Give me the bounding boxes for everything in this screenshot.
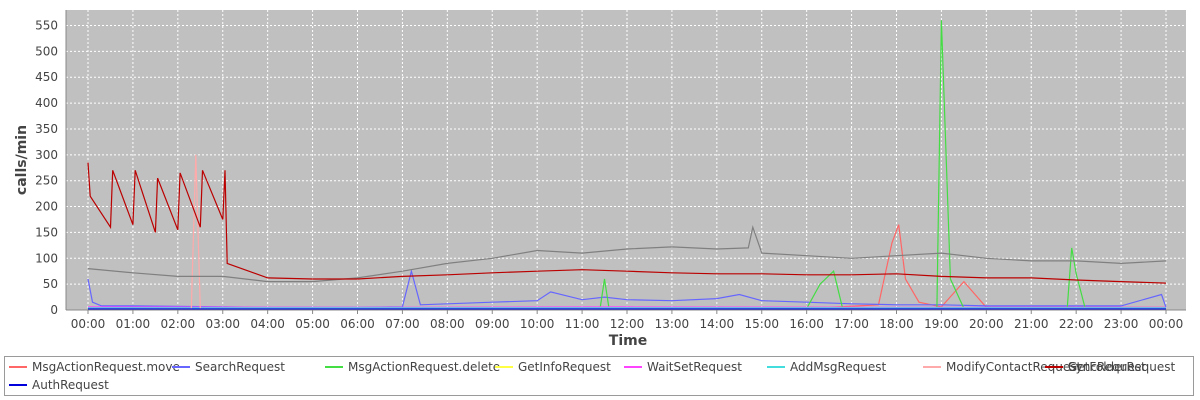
line-chart: 0 50 100 150 200 250 300 350 400 450 500 550 00:00 01… <box>14 10 1186 349</box>
x-tick-label: 16:00 <box>789 317 824 331</box>
x-tick-label: 06:00 <box>340 317 375 331</box>
legend-label: GetFolderRequest <box>1068 360 1176 374</box>
legend-item: GetInfoRequest <box>495 360 611 374</box>
grid-lines <box>66 10 1186 311</box>
legend-label: AddMsgRequest <box>790 360 887 374</box>
y-tick-label: 50 <box>43 277 58 291</box>
x-tick-label: 15:00 <box>744 317 779 331</box>
x-tick-label: 02:00 <box>161 317 196 331</box>
legend-item: AuthRequest <box>9 378 109 392</box>
x-tick-label: 22:00 <box>1059 317 1094 331</box>
x-tick-label: 00:00 <box>1149 317 1184 331</box>
plot-area <box>66 10 1186 310</box>
legend-swatch <box>923 366 941 368</box>
x-tick-label: 01:00 <box>116 317 151 331</box>
y-tick-label: 250 <box>35 174 58 188</box>
x-tick-label: 14:00 <box>700 317 735 331</box>
y-tick-label: 200 <box>35 200 58 214</box>
x-tick-label: 17:00 <box>834 317 869 331</box>
x-tick-label: 13:00 <box>655 317 690 331</box>
y-tick-label: 100 <box>35 251 58 265</box>
legend-swatch <box>1045 366 1063 368</box>
y-tick-label: 300 <box>35 148 58 162</box>
x-axis-title: Time <box>609 333 647 349</box>
x-tick-label: 19:00 <box>924 317 959 331</box>
x-tick-label: 05:00 <box>295 317 330 331</box>
legend-item: ModifyContactRequest <box>923 360 1081 374</box>
x-tick-label: 12:00 <box>610 317 645 331</box>
x-tick-label: 08:00 <box>430 317 465 331</box>
series-line-syncrequest <box>87 162 1167 284</box>
legend-swatch <box>767 366 785 368</box>
legend-item: SearchRequest <box>172 360 285 374</box>
legend-label: GetInfoRequest <box>518 360 611 374</box>
y-axis-title: calls/min <box>14 125 30 195</box>
x-tick-label: 10:00 <box>520 317 555 331</box>
y-tick-label: 350 <box>35 122 58 136</box>
series-lines <box>87 20 1167 310</box>
legend-label: MsgActionRequest.move <box>32 360 180 374</box>
legend-item: AddMsgRequest <box>767 360 886 374</box>
legend-item: MsgActionRequest.move <box>9 360 180 374</box>
legend-item: SyncRequest <box>1045 360 1146 374</box>
legend: MsgActionRequest.move SearchRequest MsgAct… <box>4 356 1194 396</box>
axes: 0 50 100 150 200 250 300 350 400 450 500 550 00:00 01… <box>35 10 1186 331</box>
legend-label: SyncRequest <box>1068 360 1146 374</box>
legend-label: SearchRequest <box>195 360 285 374</box>
legend-swatch <box>624 366 642 368</box>
legend-swatch <box>325 366 343 368</box>
x-tick-label: 23:00 <box>1104 317 1139 331</box>
legend-item: MsgActionRequest.delete <box>325 360 500 374</box>
legend-label: AuthRequest <box>32 378 109 392</box>
x-tick-label: 20:00 <box>969 317 1004 331</box>
y-tick-label: 550 <box>35 19 58 33</box>
legend-label: WaitSetRequest <box>647 360 742 374</box>
x-tick-label: 07:00 <box>385 317 420 331</box>
legend-swatch <box>172 366 190 368</box>
x-tick-label: 03:00 <box>205 317 240 331</box>
y-tick-label: 150 <box>35 225 58 239</box>
y-tick-label: 400 <box>35 96 58 110</box>
legend-swatch <box>9 384 27 386</box>
y-tick-label: 0 <box>50 303 58 317</box>
legend-swatch <box>9 366 27 368</box>
y-tick-label: 500 <box>35 44 58 58</box>
x-tick-label: 00:00 <box>71 317 106 331</box>
legend-label: ModifyContactRequest <box>946 360 1082 374</box>
series-line-getfolderrequest <box>87 224 1167 283</box>
legend-label: MsgActionRequest.delete <box>348 360 501 374</box>
legend-item: WaitSetRequest <box>624 360 742 374</box>
x-tick-label: 21:00 <box>1014 317 1049 331</box>
y-tick-label: 450 <box>35 70 58 84</box>
x-tick-label: 11:00 <box>565 317 600 331</box>
x-tick-label: 09:00 <box>475 317 510 331</box>
x-tick-label: 18:00 <box>879 317 914 331</box>
legend-swatch <box>495 366 513 368</box>
x-tick-label: 04:00 <box>250 317 285 331</box>
